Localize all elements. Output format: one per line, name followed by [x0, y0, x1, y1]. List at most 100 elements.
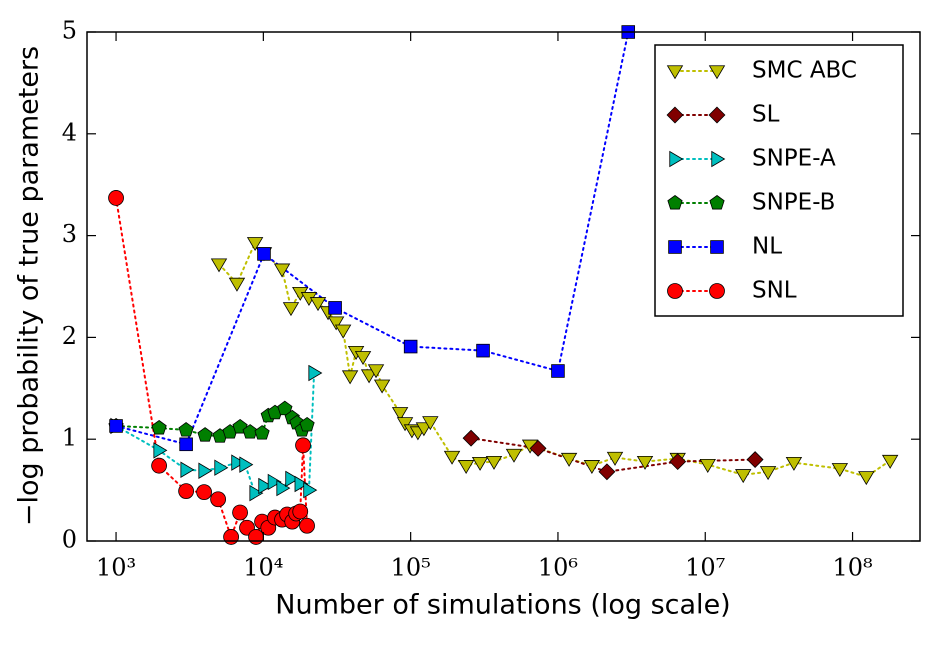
marker [248, 529, 264, 545]
marker [308, 364, 323, 382]
marker [422, 416, 439, 431]
marker [232, 504, 248, 521]
marker [267, 473, 282, 491]
x-tick-label: 10⁷ [685, 554, 725, 582]
marker [299, 416, 315, 432]
marker [214, 459, 229, 476]
marker [109, 419, 123, 433]
y-tick-label: 5 [62, 17, 77, 45]
marker [666, 106, 684, 124]
marker [699, 458, 716, 473]
legend-frame [654, 44, 904, 317]
legend-label: SNPE-B [752, 190, 835, 216]
marker [462, 429, 480, 447]
marker [881, 454, 899, 469]
plot-frame [86, 31, 921, 542]
marker [285, 470, 300, 488]
marker [153, 442, 168, 459]
x-tick-label: 10⁴ [243, 554, 283, 582]
y-tick-label: 1 [62, 424, 77, 452]
marker [178, 422, 194, 437]
marker [606, 451, 624, 466]
marker [151, 457, 168, 474]
marker [239, 456, 254, 473]
marker [598, 463, 616, 481]
marker [396, 417, 414, 432]
y-tick-label: 4 [62, 118, 77, 146]
marker [505, 448, 523, 463]
marker [403, 339, 418, 354]
marker [210, 491, 227, 508]
marker [551, 364, 565, 378]
marker [223, 529, 239, 545]
marker [667, 195, 683, 210]
marker [785, 456, 803, 471]
marker [668, 240, 682, 254]
marker [443, 450, 461, 465]
marker [583, 460, 601, 474]
marker [246, 237, 264, 252]
marker [327, 316, 345, 331]
y-tick-label: 3 [62, 220, 77, 248]
marker [669, 453, 687, 471]
marker [341, 370, 359, 385]
marker [759, 466, 777, 481]
marker [198, 462, 213, 479]
marker [292, 503, 309, 520]
y-axis-label: −log probability of true parameters [14, 46, 45, 526]
marker [831, 463, 849, 478]
marker [151, 420, 167, 435]
marker [560, 452, 578, 467]
legend: SMC ABC SL SNPE-A SNPE-B NL SNL [654, 44, 904, 317]
marker [735, 469, 752, 484]
marker [180, 461, 195, 478]
marker [708, 106, 726, 124]
marker [360, 369, 378, 384]
legend-label: NL [752, 234, 782, 260]
x-tick-label: 10⁶ [538, 554, 578, 582]
marker [178, 483, 195, 500]
marker [231, 454, 246, 471]
marker [179, 437, 193, 452]
marker [457, 460, 475, 474]
x-tick-label: 10⁵ [391, 554, 431, 582]
marker [354, 351, 372, 366]
marker [415, 422, 433, 437]
y-tick-label: 0 [62, 526, 77, 554]
marker [391, 407, 409, 422]
marker [303, 481, 318, 499]
marker [711, 150, 726, 168]
marker [746, 451, 764, 469]
marker [196, 484, 212, 501]
marker [708, 65, 726, 80]
marker [258, 477, 273, 495]
marker [299, 517, 315, 534]
marker [710, 240, 724, 254]
legend-label: SNL [752, 278, 797, 304]
marker [295, 437, 311, 454]
data-layer [108, 25, 899, 545]
marker [228, 277, 246, 292]
marker [273, 263, 291, 278]
marker [476, 343, 490, 358]
legend-label: SL [752, 102, 780, 128]
marker [210, 258, 228, 273]
marker [709, 283, 725, 299]
marker [277, 400, 293, 416]
marker [294, 475, 309, 493]
marker [858, 471, 875, 486]
marker [242, 424, 258, 439]
marker [334, 324, 352, 339]
x-axis-label: Number of simulations (log scale) [275, 590, 730, 621]
marker [636, 455, 654, 470]
marker [373, 379, 391, 394]
marker [276, 479, 291, 497]
y-tick-label: 2 [62, 322, 77, 350]
marker [471, 456, 489, 471]
x-tick-label: 10³ [96, 554, 136, 582]
marker [108, 190, 124, 206]
x-tick-label: 10⁸ [832, 554, 872, 582]
marker [667, 283, 683, 299]
marker [709, 195, 725, 210]
